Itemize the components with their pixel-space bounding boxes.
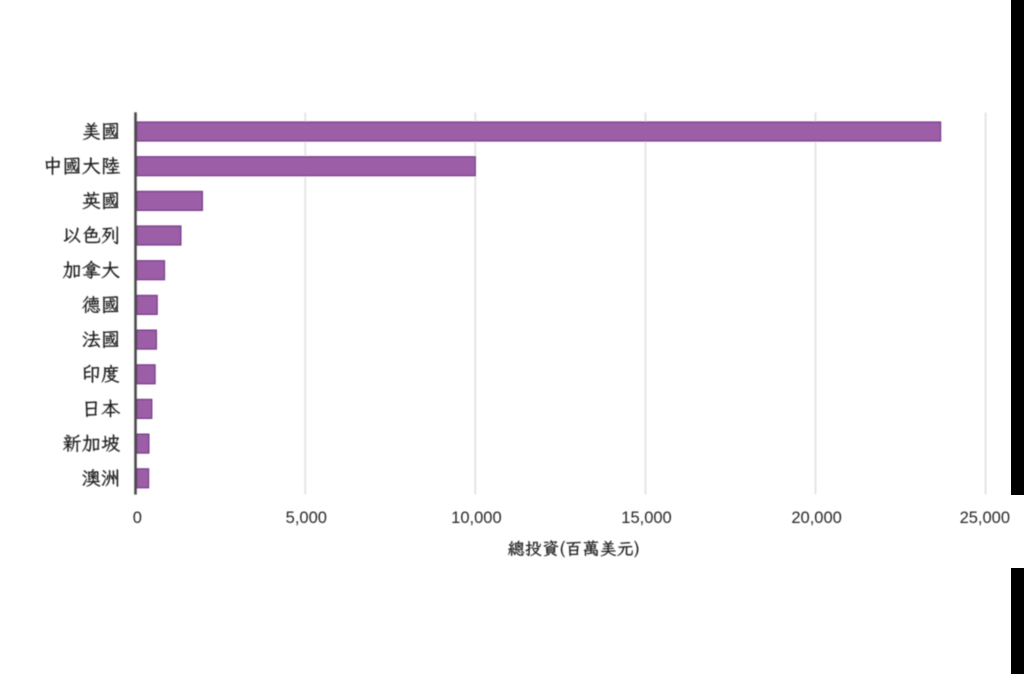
svg-text:10,000: 10,000 [451, 509, 501, 527]
svg-text:25,000: 25,000 [960, 509, 1010, 527]
svg-text:15,000: 15,000 [621, 509, 671, 527]
svg-text:5,000: 5,000 [286, 509, 327, 527]
svg-text:0: 0 [133, 509, 142, 527]
svg-text:20,000: 20,000 [791, 509, 841, 527]
